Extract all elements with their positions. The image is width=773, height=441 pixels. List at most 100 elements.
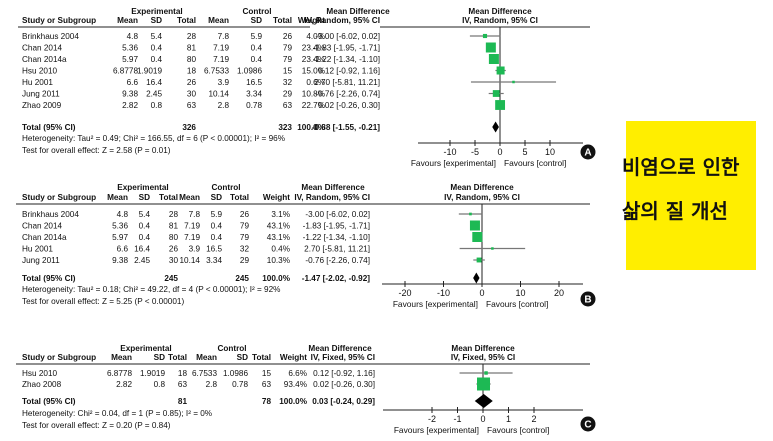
exp-mean: 6.6 (127, 78, 139, 87)
mean-difference-ci: -3.00 [-6.02, 0.02] (305, 210, 370, 219)
exp-mean: 2.82 (122, 101, 138, 110)
weight: 3.1% (271, 210, 290, 219)
study-name: Hsu 2010 (22, 67, 57, 76)
study-marker (469, 220, 480, 231)
study-row: Jung 2011 9.38 2.45 30 10.14 3.34 29 10.8%-0.76… (22, 90, 504, 99)
study-name: Zhao 2008 (22, 380, 62, 389)
study-name: Chan 2014a (22, 233, 67, 242)
weight: 15.0% (302, 67, 325, 76)
column-header: SD (237, 353, 248, 362)
study-row: Jung 2011 9.38 2.45 30 10.14 3.34 29 10.3% -0.76… (22, 256, 485, 265)
overall-effect-text: Test for overall effect: Z = 0.20 (P = 0… (22, 421, 171, 430)
column-header: Total (168, 353, 187, 362)
study-marker (476, 257, 482, 263)
mean-difference-ci: -0.76 [-2.26, 0.74] (305, 256, 370, 265)
total-weight: 100.0% (297, 123, 325, 132)
exp-sd: 2.45 (134, 256, 150, 265)
study-row: Chan 2014 5.36 0.4 81 7.19 0.4 79 43.1% -1.83 [-… (22, 220, 480, 231)
column-header: Weight (280, 353, 307, 362)
exp-total: 28 (169, 210, 179, 219)
ctl-total: 26 (240, 210, 250, 219)
total-ctl: 245 (235, 274, 249, 283)
plot-group-header: Mean Difference (451, 344, 515, 353)
study-marker (477, 377, 491, 391)
column-header: Total (230, 193, 249, 202)
mean-difference-ci: 0.02 [-0.26, 0.30] (318, 101, 380, 110)
ctl-total: 79 (283, 55, 293, 64)
column-header: Mean (111, 353, 132, 362)
annotation-line-2: 삶의 질 개선 (622, 199, 728, 223)
weight: 6.6% (288, 369, 307, 378)
exp-total: 80 (187, 55, 197, 64)
plot-column-header: IV, Random, 95% CI (462, 16, 538, 25)
favours-experimental-label: Favours [experimental] (394, 425, 479, 435)
exp-mean: 9.38 (122, 90, 138, 99)
total-ci: -0.88 [-1.55, -0.21] (312, 123, 381, 132)
mean-difference-ci: 0.12 [-0.92, 1.16] (313, 369, 375, 378)
ctl-mean: 7.19 (213, 55, 229, 64)
column-header: SD (139, 193, 150, 202)
x-tick-label: -2 (428, 414, 436, 424)
panel-label: A (584, 148, 591, 159)
forest-panel-b: Experimental Control Mean Difference Mean D… (16, 183, 596, 309)
x-tick-label: -10 (437, 288, 450, 298)
exp-total: 80 (169, 233, 179, 242)
mean-difference-ci: -3.00 [-6.02, 0.02] (315, 32, 380, 41)
ctl-mean: 3.9 (218, 78, 230, 87)
ctl-sd: 5.9 (251, 32, 263, 41)
experimental-group-header: Experimental (131, 7, 182, 16)
total-label: Total (95% CI) (22, 123, 76, 132)
ctl-mean: 7.8 (218, 32, 230, 41)
ctl-mean: 2.8 (206, 380, 218, 389)
study-marker (495, 100, 506, 110)
favours-control-label: Favours [control] (504, 158, 566, 168)
study-marker (485, 42, 496, 53)
heterogeneity-text: Heterogeneity: Chi² = 0.04, df = 1 (P = … (22, 409, 212, 418)
exp-mean: 5.97 (122, 55, 138, 64)
study-name: Hsu 2010 (22, 369, 57, 378)
ctl-total: 32 (240, 245, 250, 254)
ctl-sd: 0.78 (246, 101, 262, 110)
weight: 4.0% (306, 32, 325, 41)
exp-sd: 0.4 (151, 55, 163, 64)
x-tick-label: -1 (453, 414, 461, 424)
exp-total: 30 (169, 256, 179, 265)
study-name: Hu 2001 (22, 78, 53, 87)
total-exp: 81 (178, 397, 188, 406)
ctl-sd: 1.0986 (237, 67, 262, 76)
weight: 23.4% (302, 44, 325, 53)
x-tick-label: 0 (480, 414, 485, 424)
ctl-total: 32 (283, 78, 293, 87)
ctl-mean: 7.19 (184, 222, 200, 231)
exp-total: 30 (187, 90, 197, 99)
weight: 43.1% (267, 222, 290, 231)
study-marker (484, 371, 488, 375)
x-tick-label: -20 (398, 288, 411, 298)
ctl-sd: 16.5 (246, 78, 262, 87)
x-tick-label: 5 (522, 147, 527, 157)
study-marker (488, 54, 499, 64)
study-name: Jung 2011 (22, 256, 60, 265)
study-name: Brinkhaus 2004 (22, 210, 79, 219)
study-name: Brinkhaus 2004 (22, 32, 79, 41)
x-tick-label: 20 (554, 288, 564, 298)
exp-sd: 0.4 (139, 222, 151, 231)
overall-effect-text: Test for overall effect: Z = 5.25 (P < 0… (22, 297, 184, 306)
ctl-mean: 6.7533 (192, 369, 217, 378)
study-name: Jung 2011 (22, 90, 60, 99)
favours-control-label: Favours [control] (487, 425, 549, 435)
weight: 10.3% (267, 256, 290, 265)
exp-sd: 16.4 (146, 78, 162, 87)
exp-mean: 6.8778 (113, 67, 138, 76)
exp-total: 63 (178, 380, 188, 389)
ctl-mean: 10.14 (209, 90, 230, 99)
annotation-line-1: 비염으로 인한 (622, 155, 740, 179)
exp-total: 26 (187, 78, 197, 87)
plot-group-header: Mean Difference (450, 183, 514, 192)
exp-sd: 0.8 (151, 101, 163, 110)
exp-total: 26 (169, 245, 179, 254)
ctl-mean: 3.9 (189, 245, 201, 254)
x-tick-label: -5 (471, 147, 479, 157)
ctl-total: 15 (283, 67, 293, 76)
